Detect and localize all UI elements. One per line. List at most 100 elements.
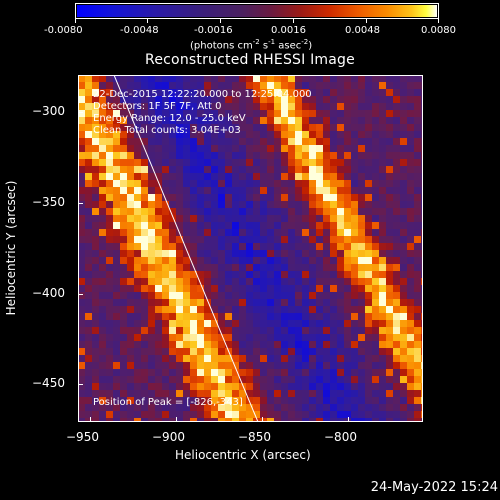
image-pixel xyxy=(85,215,92,222)
image-pixel xyxy=(197,145,204,152)
image-pixel xyxy=(400,271,407,278)
image-pixel xyxy=(372,355,379,362)
image-pixel xyxy=(295,299,302,306)
image-pixel xyxy=(421,306,423,313)
image-pixel xyxy=(204,313,211,320)
image-pixel xyxy=(197,229,204,236)
image-pixel xyxy=(281,264,288,271)
image-pixel xyxy=(274,341,281,348)
image-pixel xyxy=(141,236,148,243)
image-pixel xyxy=(225,96,232,103)
image-pixel xyxy=(134,75,141,82)
image-pixel xyxy=(267,334,274,341)
image-pixel xyxy=(246,250,253,257)
image-pixel xyxy=(169,306,176,313)
image-pixel xyxy=(260,236,267,243)
image-pixel xyxy=(239,131,246,138)
image-pixel xyxy=(260,362,267,369)
image-pixel xyxy=(358,299,365,306)
image-pixel xyxy=(162,75,169,82)
image-pixel xyxy=(211,243,218,250)
image-pixel xyxy=(141,131,148,138)
image-pixel xyxy=(253,362,260,369)
image-pixel xyxy=(400,257,407,264)
image-pixel xyxy=(169,271,176,278)
image-pixel xyxy=(232,82,239,89)
image-pixel xyxy=(295,187,302,194)
image-pixel xyxy=(155,110,162,117)
image-pixel xyxy=(421,257,423,264)
image-pixel xyxy=(267,96,274,103)
image-pixel xyxy=(239,369,246,376)
image-pixel xyxy=(141,173,148,180)
image-pixel xyxy=(309,264,316,271)
image-pixel xyxy=(99,397,106,404)
image-pixel xyxy=(309,187,316,194)
image-pixel xyxy=(295,411,302,418)
image-pixel xyxy=(421,292,423,299)
image-pixel xyxy=(148,369,155,376)
image-pixel xyxy=(365,306,372,313)
image-pixel xyxy=(386,362,393,369)
image-pixel xyxy=(78,138,85,145)
image-pixel xyxy=(239,355,246,362)
image-pixel xyxy=(309,278,316,285)
image-pixel xyxy=(372,397,379,404)
image-pixel xyxy=(344,334,351,341)
image-pixel xyxy=(169,264,176,271)
image-pixel xyxy=(92,194,99,201)
image-pixel xyxy=(253,75,260,82)
image-pixel xyxy=(372,404,379,411)
image-pixel xyxy=(176,341,183,348)
image-pixel xyxy=(253,159,260,166)
image-pixel xyxy=(99,131,106,138)
image-pixel xyxy=(155,103,162,110)
image-pixel xyxy=(365,362,372,369)
image-pixel xyxy=(379,348,386,355)
image-pixel xyxy=(253,278,260,285)
image-pixel xyxy=(393,236,400,243)
image-pixel xyxy=(218,397,225,404)
image-pixel xyxy=(267,229,274,236)
image-pixel xyxy=(127,320,134,327)
image-pixel xyxy=(218,124,225,131)
image-pixel xyxy=(421,355,423,362)
image-pixel xyxy=(211,82,218,89)
image-pixel xyxy=(190,166,197,173)
image-pixel xyxy=(85,89,92,96)
image-pixel xyxy=(302,194,309,201)
image-pixel xyxy=(141,103,148,110)
image-pixel xyxy=(288,320,295,327)
image-pixel xyxy=(120,124,127,131)
image-pixel xyxy=(365,124,372,131)
image-pixel xyxy=(155,306,162,313)
image-pixel xyxy=(176,124,183,131)
image-pixel xyxy=(162,355,169,362)
image-pixel xyxy=(99,292,106,299)
image-pixel xyxy=(197,411,204,418)
image-pixel xyxy=(134,397,141,404)
image-pixel xyxy=(253,194,260,201)
image-pixel xyxy=(113,82,120,89)
image-pixel xyxy=(204,278,211,285)
image-pixel xyxy=(260,152,267,159)
image-pixel xyxy=(106,145,113,152)
image-pixel xyxy=(218,320,225,327)
image-pixel xyxy=(183,390,190,397)
image-pixel xyxy=(134,404,141,411)
image-pixel xyxy=(78,341,85,348)
image-pixel xyxy=(400,131,407,138)
image-pixel xyxy=(106,397,113,404)
image-pixel xyxy=(274,82,281,89)
image-pixel xyxy=(337,222,344,229)
image-pixel xyxy=(302,327,309,334)
image-pixel xyxy=(407,362,414,369)
image-pixel xyxy=(288,138,295,145)
image-pixel xyxy=(92,131,99,138)
image-pixel xyxy=(183,271,190,278)
image-pixel xyxy=(148,264,155,271)
image-pixel xyxy=(309,292,316,299)
image-pixel xyxy=(260,117,267,124)
image-pixel xyxy=(302,159,309,166)
image-pixel xyxy=(141,208,148,215)
